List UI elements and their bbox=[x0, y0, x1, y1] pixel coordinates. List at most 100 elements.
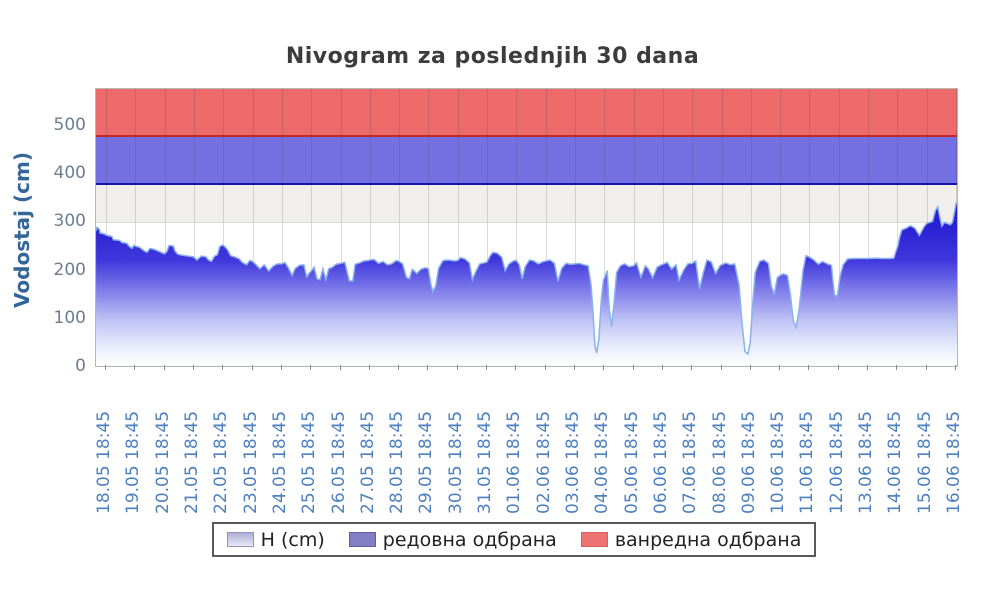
x-tick-mark bbox=[603, 365, 605, 370]
x-tick-label: 11.06 18:45 bbox=[797, 410, 818, 514]
x-tick-label: 19.05 18:45 bbox=[123, 410, 144, 514]
x-tick-mark bbox=[339, 365, 341, 370]
x-tick-mark bbox=[720, 365, 722, 370]
x-tick-mark bbox=[368, 365, 370, 370]
gridline bbox=[487, 89, 488, 366]
x-tick-mark bbox=[280, 365, 282, 370]
y-tick-label: 500 bbox=[53, 115, 86, 135]
legend-item-h[interactable]: H (cm) bbox=[226, 528, 325, 551]
gridline bbox=[457, 89, 459, 366]
gridline bbox=[223, 89, 225, 366]
gridline bbox=[868, 89, 870, 366]
x-tick-mark bbox=[310, 365, 312, 370]
x-tick-mark bbox=[749, 365, 751, 370]
x-tick-label: 12.06 18:45 bbox=[826, 410, 847, 514]
x-tick-mark bbox=[163, 365, 165, 370]
x-tick-mark bbox=[544, 365, 546, 370]
x-tick-mark bbox=[691, 365, 693, 370]
legend: H (cm) редовна одбрана ванредна одбрана bbox=[212, 522, 816, 557]
chart-title: Nivogram za poslednjih 30 dana bbox=[285, 44, 700, 69]
x-tick-label: 24.05 18:45 bbox=[269, 410, 290, 514]
extraordinary-defense-line bbox=[96, 134, 957, 137]
x-tick-label: 01.06 18:45 bbox=[504, 410, 525, 514]
regular-defense-band bbox=[96, 135, 957, 184]
x-tick-mark bbox=[808, 365, 810, 370]
x-tick-mark bbox=[192, 365, 194, 370]
gridline bbox=[575, 89, 576, 366]
x-tick-mark bbox=[105, 365, 106, 370]
x-tick-label: 23.05 18:45 bbox=[240, 410, 261, 514]
x-tick-label: 21.05 18:45 bbox=[181, 410, 202, 514]
x-tick-mark bbox=[222, 365, 224, 370]
legend-swatch-extraordinary-defense bbox=[580, 532, 608, 547]
x-tick-label: 29.05 18:45 bbox=[416, 410, 437, 514]
y-tick-label: 0 bbox=[75, 356, 86, 376]
gridline bbox=[193, 89, 195, 366]
x-tick-mark bbox=[251, 365, 253, 370]
water-level-area-fill bbox=[96, 203, 957, 366]
x-tick-label: 28.05 18:45 bbox=[387, 410, 408, 514]
x-tick-mark bbox=[896, 365, 898, 370]
gridline bbox=[897, 89, 899, 366]
gridline bbox=[281, 89, 283, 366]
x-tick-label: 22.05 18:45 bbox=[211, 410, 232, 514]
x-tick-mark bbox=[661, 365, 663, 370]
x-tick-label: 04.06 18:45 bbox=[592, 410, 613, 514]
x-tick-label: 02.06 18:45 bbox=[533, 410, 554, 514]
x-tick-label: 05.06 18:45 bbox=[621, 410, 642, 514]
x-tick-label: 27.05 18:45 bbox=[357, 410, 378, 514]
gridline bbox=[604, 89, 606, 366]
x-tick-mark bbox=[867, 365, 869, 370]
y-tick-label: 100 bbox=[53, 308, 86, 328]
x-tick-label: 18.05 18:45 bbox=[94, 410, 114, 514]
gridline bbox=[106, 89, 107, 366]
legend-swatch-h bbox=[226, 532, 254, 547]
gridline bbox=[516, 89, 518, 366]
x-tick-mark bbox=[456, 365, 458, 370]
x-tick-label: 30.05 18:45 bbox=[445, 410, 466, 514]
x-tick-label: 07.06 18:45 bbox=[680, 410, 701, 514]
x-tick-label: 31.05 18:45 bbox=[475, 410, 495, 514]
extraordinary-defense-band bbox=[96, 89, 957, 136]
legend-item-regular-defense[interactable]: редовна одбрана bbox=[348, 528, 557, 551]
legend-item-label: ванредна одбрана bbox=[614, 528, 802, 551]
x-tick-mark bbox=[398, 365, 400, 370]
gridline bbox=[399, 89, 401, 366]
y-tick-label: 400 bbox=[53, 163, 86, 183]
legend-swatch-regular-defense bbox=[348, 532, 376, 547]
gridline bbox=[252, 89, 254, 366]
gridline bbox=[809, 89, 811, 366]
gridline bbox=[428, 89, 430, 366]
gridline bbox=[311, 89, 313, 366]
gridline bbox=[340, 89, 342, 366]
background-strip bbox=[96, 183, 957, 224]
x-tick-label: 13.06 18:45 bbox=[856, 410, 877, 514]
x-tick-mark bbox=[427, 365, 429, 370]
x-tick-mark bbox=[837, 365, 839, 370]
gridline bbox=[780, 89, 782, 366]
x-tick-mark bbox=[779, 365, 781, 370]
gridline bbox=[633, 89, 635, 366]
x-tick-mark bbox=[574, 365, 575, 370]
x-tick-label: 10.06 18:45 bbox=[768, 410, 789, 514]
gridline bbox=[545, 89, 547, 366]
x-tick-mark bbox=[632, 365, 634, 370]
gridline bbox=[750, 89, 752, 366]
x-tick-label: 25.05 18:45 bbox=[299, 410, 320, 514]
gridline bbox=[721, 89, 723, 366]
gridline bbox=[838, 89, 840, 366]
x-tick-label: 20.05 18:45 bbox=[152, 410, 173, 514]
legend-item-label: H (cm) bbox=[260, 528, 325, 551]
y-tick-label: 300 bbox=[53, 211, 86, 231]
legend-item-extraordinary-defense[interactable]: ванредна одбрана bbox=[580, 528, 802, 551]
x-tick-mark bbox=[515, 365, 517, 370]
x-tick-mark bbox=[925, 365, 927, 370]
x-tick-label: 15.06 18:45 bbox=[914, 410, 935, 514]
gridline bbox=[135, 89, 137, 366]
x-tick-label: 06.06 18:45 bbox=[650, 410, 671, 514]
legend-item-label: редовна одбрана bbox=[382, 528, 557, 551]
plot-area bbox=[95, 88, 958, 367]
gridline bbox=[692, 89, 694, 366]
x-tick-label: 09.06 18:45 bbox=[738, 410, 759, 514]
